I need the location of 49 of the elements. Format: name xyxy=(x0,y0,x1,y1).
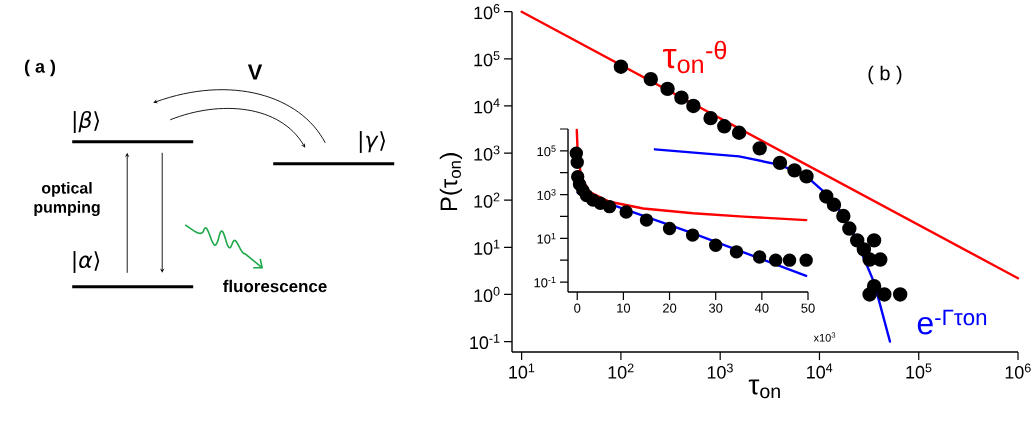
x-tick-label: 10$^{2}$ xyxy=(608,363,634,379)
y-tick-label: 10$^{3}$ xyxy=(537,189,556,200)
text: V xyxy=(247,64,263,80)
point xyxy=(662,221,677,236)
y-tick-label: 10$^{-1}$ xyxy=(534,276,556,288)
x-tick-label: 50 xyxy=(801,303,815,313)
point xyxy=(685,228,700,242)
point xyxy=(602,199,617,214)
annotation: ( b ) xyxy=(868,65,902,85)
point xyxy=(709,238,723,252)
x-tick-label: 20 xyxy=(663,303,677,313)
x-tick-label: 10$^{3}$ xyxy=(707,363,733,379)
x-tick-label: 40 xyxy=(754,303,769,313)
point xyxy=(619,205,633,219)
annotation: τ$_{on}$$^{-θ}$ xyxy=(662,40,727,74)
point xyxy=(570,155,584,169)
x-tick-label: 10 xyxy=(617,303,631,313)
x-tick-label: 10$^{4}$ xyxy=(807,363,833,379)
point xyxy=(729,245,744,259)
y-tick-label: 10$^{3}$ xyxy=(474,145,500,161)
y-tick-label: 10$^{1}$ xyxy=(537,232,556,244)
text: |γ⟩ xyxy=(359,131,385,153)
text: optical pumping xyxy=(34,181,100,217)
annotation: e$^{-Γτon}$ xyxy=(917,309,987,335)
x-tick-label: 30 xyxy=(709,303,723,313)
point xyxy=(752,250,767,264)
x-tick-label: 0 xyxy=(574,303,581,313)
text: |α⟩ xyxy=(73,251,100,273)
y-tick-label: 10$^{1}$ xyxy=(474,239,500,255)
y-tick-label: 10$^{5}$ xyxy=(474,51,500,67)
y-axis-title: P(τ$_{on}$) xyxy=(439,153,463,211)
x-axis-title: τ$_{on}$ xyxy=(748,379,780,399)
point xyxy=(782,253,797,267)
point xyxy=(769,253,783,267)
x-tick-label: 10$^{5}$ xyxy=(906,363,932,379)
text: fluorescence xyxy=(223,279,327,293)
x-tick-label: 10$^{1}$ xyxy=(509,363,535,379)
y-tick-label: 10$^{-1}$ xyxy=(470,334,500,350)
y-tick-label: 10$^{6}$ xyxy=(474,4,500,20)
annotation: x10$^{3}$ xyxy=(813,332,836,342)
text: ( a ) xyxy=(24,59,56,77)
y-tick-label: 10$^{4}$ xyxy=(474,98,500,114)
x-tick-label: 10$^{6}$ xyxy=(1005,363,1031,379)
y-tick-label: 10$^{5}$ xyxy=(537,145,556,157)
text: |β⟩ xyxy=(73,111,100,133)
y-tick-label: 10$^{0}$ xyxy=(474,286,500,303)
y-tick-label: 10$^{2}$ xyxy=(474,192,500,208)
point xyxy=(639,213,654,227)
point xyxy=(799,253,813,267)
